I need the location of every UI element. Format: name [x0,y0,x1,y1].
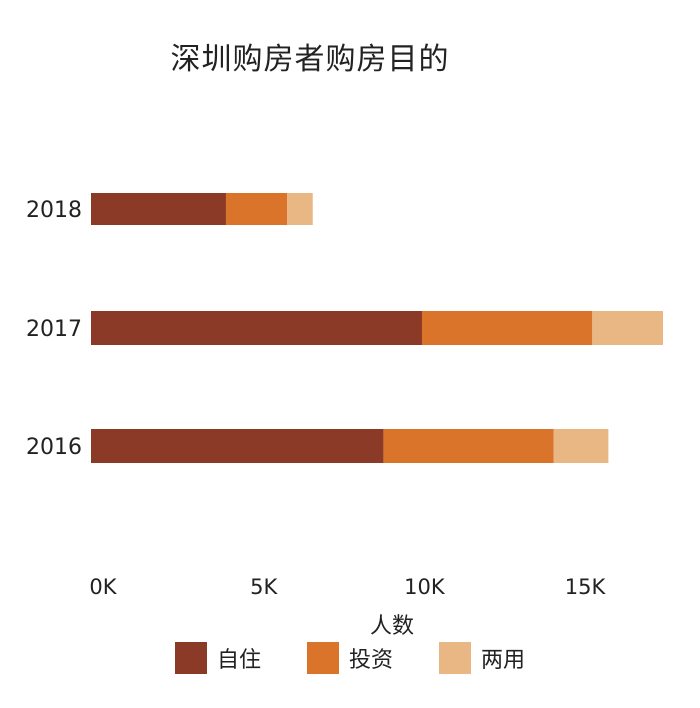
y-tick-label: 2017 [26,317,82,342]
x-tick-label: 10K [404,575,446,599]
bar-2018-series-2 [287,193,313,225]
legend-label: 自住 [216,648,261,673]
bar-2018-series-1 [225,193,288,225]
bar-2017-series-0 [91,311,422,345]
legend-label: 两用 [481,648,526,673]
chart-title: 深圳购房者购房目的 [170,42,450,77]
x-axis-label: 人数 [370,614,414,639]
x-tick-label: 15K [565,575,607,599]
legend-item-zizhu: 自住 [174,642,261,674]
x-tick-label: 5K [250,575,278,599]
legend-swatch [306,642,339,674]
legend-swatch [174,642,207,674]
legend-item-touzi: 投资 [306,642,393,674]
legend-swatch [439,642,471,674]
bar-2016-series-2 [553,429,609,463]
y-tick-label: 2018 [26,198,82,223]
x-tick-label: 0K [89,575,117,599]
legend-label: 投资 [348,648,393,673]
bar-2016-series-0 [91,429,384,463]
bar-2018-series-0 [91,193,226,225]
legend-item-liangyong: 两用 [439,642,525,674]
y-tick-label: 2016 [26,435,82,460]
legend: 自住 投资 两用 [0,642,700,674]
bar-2017-series-1 [421,311,593,345]
bar-2016-series-1 [383,429,554,463]
bar-2017-series-2 [592,311,663,345]
